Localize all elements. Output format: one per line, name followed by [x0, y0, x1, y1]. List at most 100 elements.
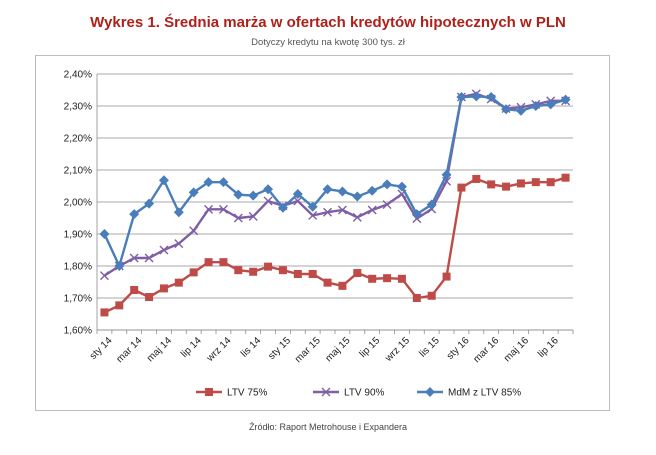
data-point	[130, 286, 139, 294]
y-tick-label: 1,60%	[64, 326, 92, 337]
data-point	[278, 266, 287, 275]
data-point	[321, 387, 331, 397]
data-point	[204, 204, 214, 214]
data-point	[530, 101, 541, 111]
y-tick-label: 2,30%	[64, 102, 92, 113]
data-point	[515, 105, 526, 116]
data-point	[174, 278, 183, 287]
legend-item: MdM z LTV 85%	[417, 387, 521, 399]
data-point	[471, 91, 482, 102]
x-tick-label: mar 15	[293, 335, 323, 365]
data-point	[263, 196, 273, 206]
data-point	[352, 212, 362, 222]
data-point	[293, 196, 303, 206]
data-point	[100, 308, 109, 317]
data-point	[502, 182, 511, 191]
data-point	[99, 271, 109, 281]
data-point	[382, 179, 393, 190]
data-point	[486, 92, 497, 103]
x-tick-label: mar 14	[114, 335, 144, 365]
x-tick-label: lis 14	[239, 335, 264, 360]
data-point	[263, 184, 274, 195]
data-point	[531, 178, 540, 187]
data-point	[396, 181, 407, 192]
data-point	[307, 201, 318, 212]
data-point	[233, 189, 244, 200]
legend-item: LTV 90%	[313, 388, 384, 399]
x-axis: sty 14 mar 14 maj 14 lip 14 wrz 14 lis 14 sty …	[88, 74, 574, 365]
data-point	[173, 207, 184, 218]
data-point	[218, 177, 229, 188]
legend: LTV 75% LTV 90% MdM z LTV 85%	[196, 387, 521, 399]
data-point	[158, 175, 169, 186]
x-tick-label: maj 15	[324, 335, 353, 364]
gridlines	[97, 73, 573, 331]
x-tick-label: mar 16	[471, 335, 501, 365]
data-point	[115, 301, 124, 310]
data-point	[426, 199, 437, 210]
data-point	[337, 186, 348, 197]
data-point	[144, 198, 155, 209]
data-point	[205, 388, 213, 396]
x-tick-label: lis 15	[417, 335, 442, 360]
data-point	[248, 190, 259, 201]
y-axis-ticks: 1,60% 1,70% 1,80% 1,90% 2,00% 2,10% 2,20% 2,30%…	[64, 70, 92, 337]
chart-subtitle: Dotyczy kredytu na kwotę 300 tys. zł	[251, 37, 405, 48]
series-0	[100, 173, 570, 317]
data-point	[308, 270, 317, 278]
data-point	[219, 258, 228, 267]
data-point	[353, 269, 362, 278]
data-point	[383, 274, 392, 283]
data-point	[397, 274, 406, 283]
x-tick-label: maj 16	[502, 335, 531, 364]
data-point	[323, 278, 332, 287]
data-point	[411, 209, 422, 220]
data-point	[308, 210, 318, 220]
data-point	[367, 205, 377, 215]
data-point	[189, 268, 198, 277]
data-point	[159, 284, 168, 293]
data-point	[427, 291, 436, 300]
y-tick-label: 1,70%	[64, 294, 92, 305]
data-point	[457, 183, 466, 192]
y-tick-label: 1,80%	[64, 262, 92, 273]
legend-label: LTV 75%	[227, 388, 267, 399]
data-point	[323, 207, 333, 217]
data-point	[456, 92, 467, 103]
data-point	[114, 261, 125, 271]
y-tick-label: 2,10%	[64, 166, 92, 177]
x-tick-label: lip 14	[179, 335, 204, 360]
x-tick-label: lip 15	[358, 335, 383, 360]
data-point	[129, 253, 139, 263]
data-point	[516, 179, 525, 188]
data-point	[264, 262, 273, 271]
data-point	[501, 104, 512, 115]
data-point	[233, 213, 243, 223]
data-point	[337, 205, 347, 215]
data-point	[129, 209, 140, 220]
data-point	[546, 178, 555, 187]
data-point	[412, 294, 421, 302]
y-tick-label: 2,20%	[64, 134, 92, 145]
chart-frame	[35, 55, 610, 411]
data-point	[487, 180, 496, 189]
data-point	[277, 202, 288, 213]
data-point	[560, 94, 571, 105]
data-point	[145, 293, 154, 302]
data-point	[368, 274, 377, 283]
y-tick-label: 2,00%	[64, 198, 92, 209]
series-line	[103, 95, 566, 268]
chart-title: Wykres 1. Średnia marża w ofertach kredy…	[90, 14, 566, 31]
legend-label: LTV 90%	[344, 388, 384, 399]
data-point	[322, 184, 333, 195]
data-point	[189, 226, 199, 236]
series-2	[99, 91, 571, 271]
data-point	[144, 253, 154, 263]
y-tick-label: 1,90%	[64, 230, 92, 241]
data-point	[352, 191, 363, 202]
data-point	[442, 272, 451, 281]
data-point	[249, 267, 258, 276]
data-point	[472, 174, 481, 183]
series-group	[99, 89, 571, 317]
data-point	[561, 173, 570, 182]
